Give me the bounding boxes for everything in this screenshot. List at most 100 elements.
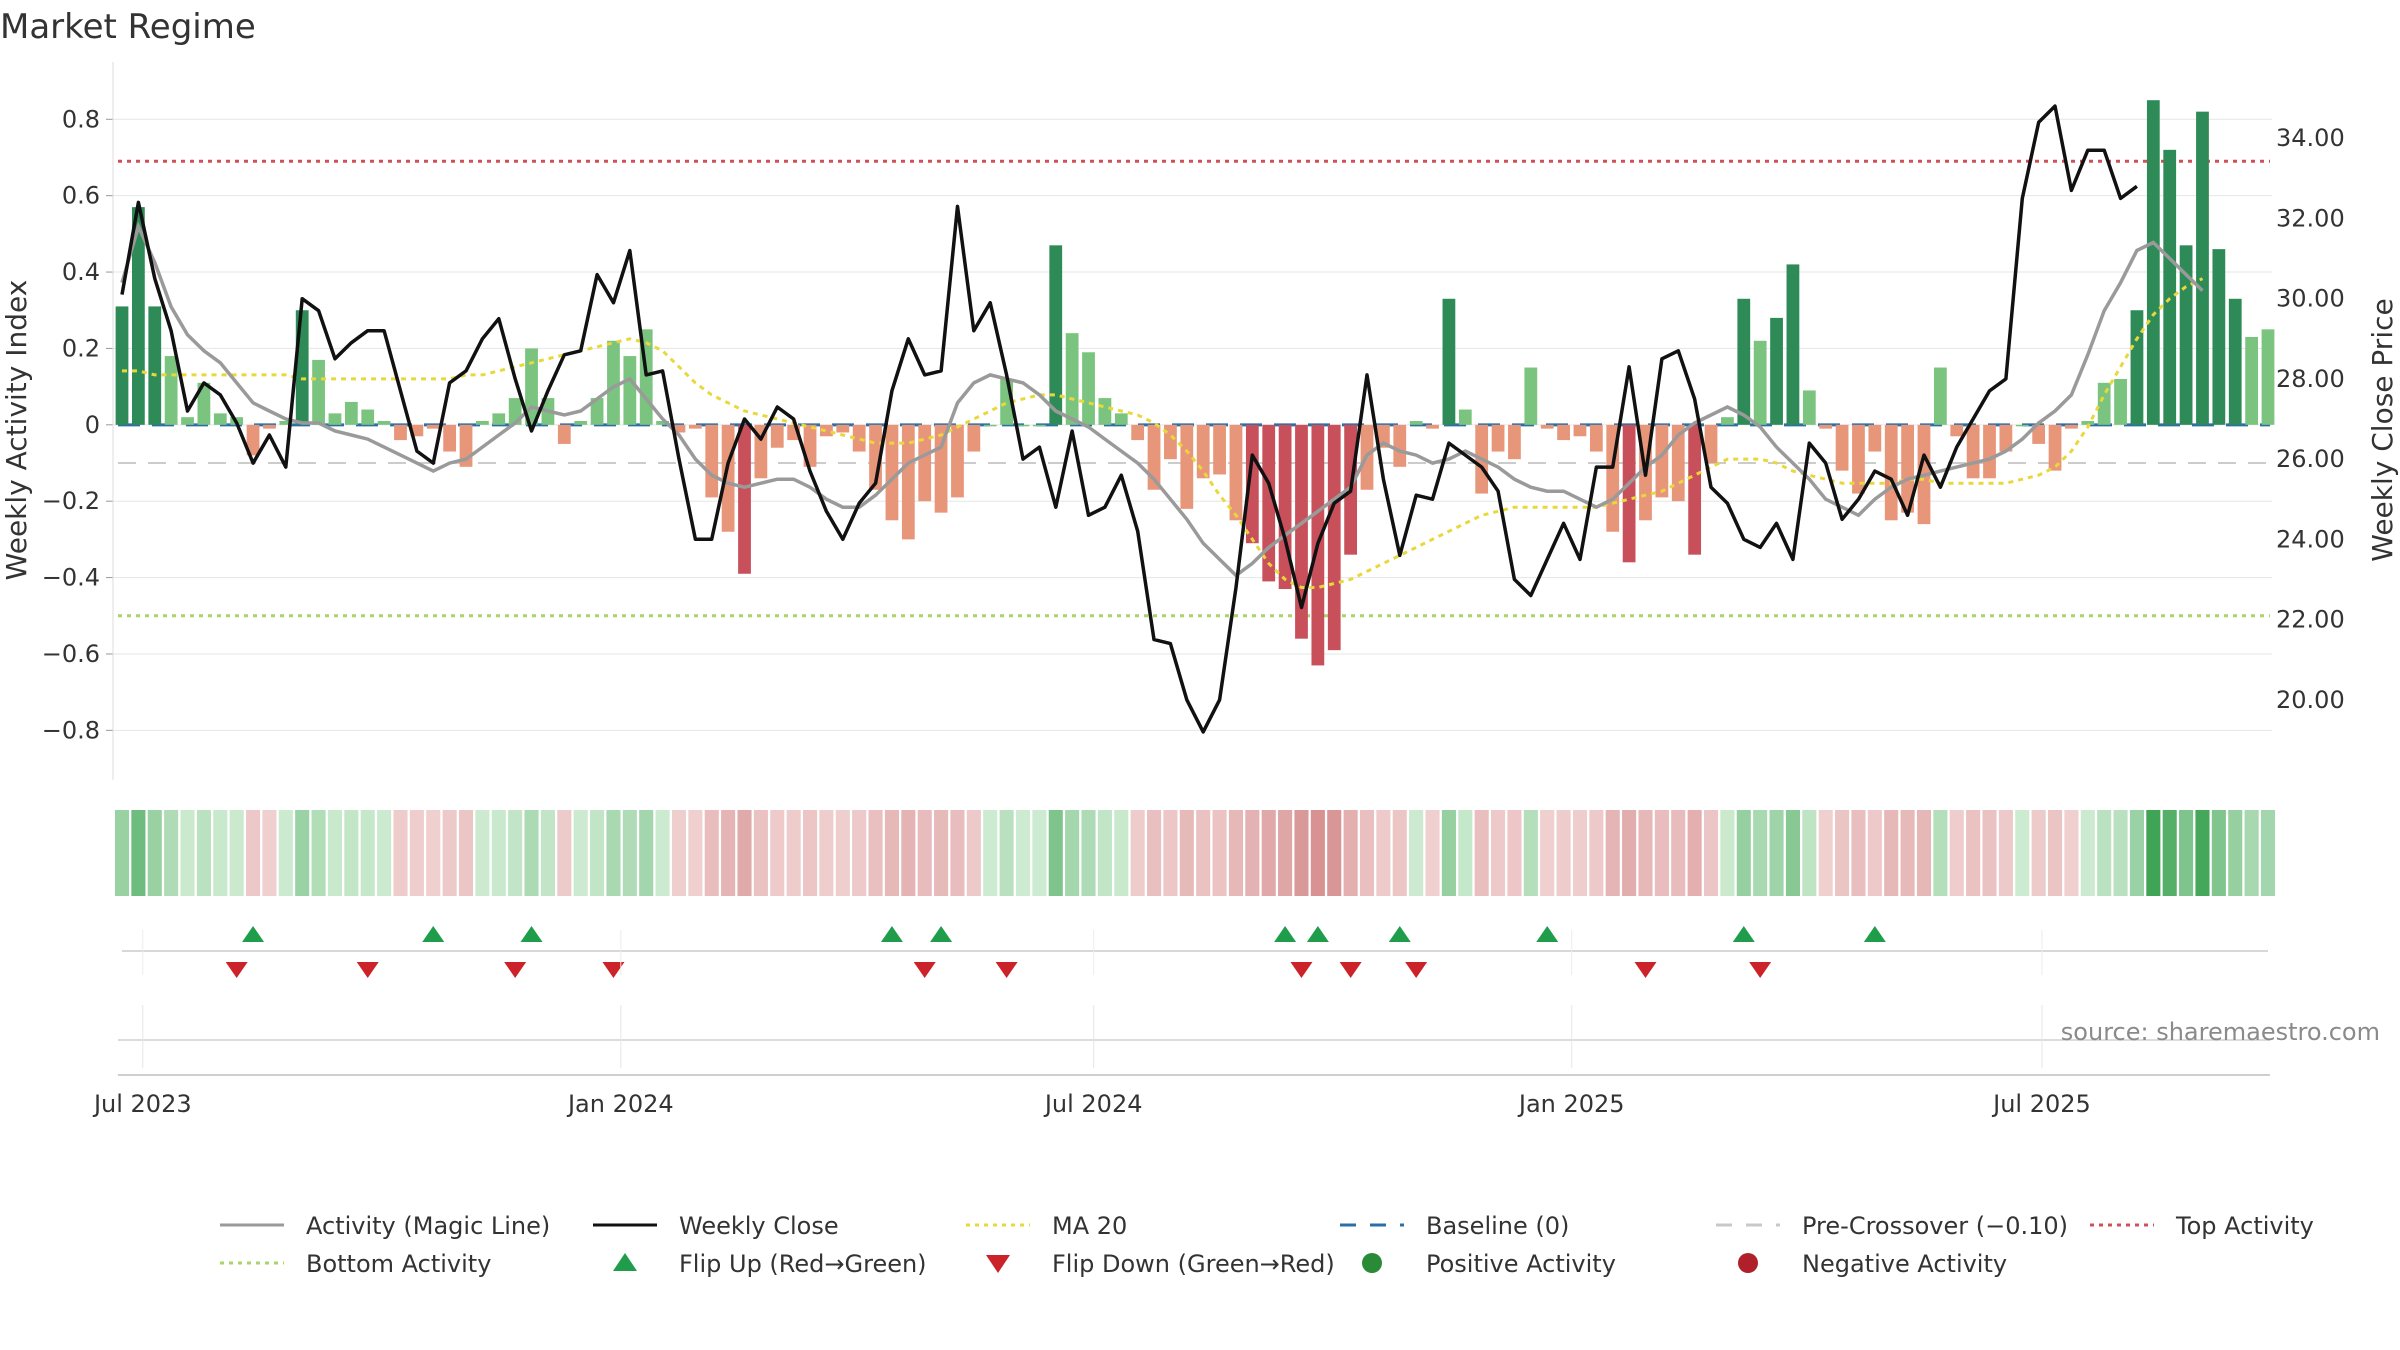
regime-band-cell [1687,810,1702,896]
regime-band [114,810,2276,896]
activity-bar [1868,424,1882,452]
regime-band-cell [1343,810,1358,896]
regime-band-cell [2129,810,2144,896]
activity-bar [1770,317,1783,425]
activity-bar [1852,424,1865,494]
activity-bar [197,382,211,425]
regime-band-cell [311,810,326,896]
activity-bar [1557,424,1570,441]
regime-band-cell [1572,810,1588,896]
flip-down-marker [1290,962,1313,978]
legend-item: Flip Down (Green→Red) [986,1250,1335,1278]
chart-title: Market Regime [0,7,256,47]
regime-band-cell [999,810,1014,896]
regime-band-cell [2080,810,2095,896]
regime-band-cell [360,810,375,896]
legend-item: Activity (Magic Line) [220,1212,550,1240]
activity-bar [1016,424,1030,427]
activity-bar [1901,424,1914,513]
activity-bar [148,306,162,425]
regime-band-cell [1441,810,1456,896]
activity-bar [656,421,669,425]
flip-up-marker [1388,926,1411,942]
activity-bar [1458,409,1472,425]
activity-bar [1262,424,1276,582]
legend-item: Positive Activity [1362,1250,1616,1278]
activity-bar [1164,424,1177,460]
regime-band-cell [1900,810,1915,896]
regime-band-cell [246,810,261,896]
regime-band-cell [2211,810,2226,896]
activity-bar [983,424,997,427]
regime-band-cell [835,810,850,896]
regime-band-cell [508,810,523,896]
activity-bar [623,356,637,425]
activity-bar [1753,340,1767,425]
regime-band-cell [344,810,359,896]
activity-bar [1721,417,1734,425]
activity-bar [344,401,358,425]
legend-item: Top Activity [2090,1212,2314,1240]
regime-band-cell [1802,810,1817,896]
activity-bar [1573,424,1587,437]
regime-band-cell [868,810,883,896]
left-axis-label: Weekly Activity Index [0,280,33,581]
activity-bar [1491,424,1505,452]
regime-band-cell [540,810,555,896]
flip-down-marker [1339,962,1362,978]
activity-bar [2228,298,2242,425]
left-axis-ticks: −0.8 −0.6 −0.4 −0.2 0 0.2 0.4 0.6 0.8 [42,105,113,744]
regime-band-cell [295,810,310,896]
left-tick-label: −0.2 [42,487,100,515]
regime-band-cell [180,810,195,896]
left-tick-label: 0.2 [62,334,100,362]
regime-band-cell [639,810,654,896]
legend-label: Negative Activity [1802,1250,2007,1278]
regime-band-cell [1884,810,1899,896]
legend-swatch [1738,1253,1758,1273]
regime-band-cell [131,810,146,896]
regime-band-cell [1998,810,2013,896]
x-axis: Jul 2023 Jan 2024 Jul 2024 Jan 2025 Jul 2025 [92,930,2270,1118]
regime-band-cell [1540,810,1555,896]
regime-band-cell [426,810,441,896]
activity-bar [1180,424,1194,509]
activity-bar [1819,424,1833,429]
flip-up-marker [1732,926,1755,942]
regime-band-cell [1228,810,1243,896]
flip-down-marker [225,962,248,978]
regime-band-cell [491,810,506,896]
regime-band-cell [590,810,605,896]
regime-band-cell [1015,810,1031,896]
x-tick-label: Jan 2024 [566,1090,674,1118]
regime-band-cell [164,810,179,896]
activity-bar [1377,424,1390,448]
activity-bar [1114,413,1128,425]
activity-bar [1540,424,1554,429]
activity-bar [525,348,538,425]
legend: Activity (Magic Line) Weekly Close MA 20 Ba… [220,1212,2314,1278]
activity-bar [2114,378,2127,425]
activity-bar [2261,329,2275,425]
legend-swatch [613,1253,637,1271]
regime-band-cell [196,810,211,896]
legend-label: Bottom Activity [306,1250,491,1278]
legend-item: Bottom Activity [220,1250,491,1278]
regime-band-cell [2244,810,2259,896]
regime-band-cell [671,810,687,896]
activity-bar [246,424,260,456]
flip-down-marker [1405,962,1428,978]
legend-label: Weekly Close [679,1212,839,1240]
regime-band-cell [2260,810,2276,896]
activity-bar [836,424,850,433]
activity-bar [590,398,604,425]
activity-bar [2146,100,2160,425]
activity-bar [1147,424,1161,490]
regime-band-cell [393,810,408,896]
regime-band-cell [1753,810,1768,896]
activity-bar [1999,424,2013,452]
regime-band-cell [1097,810,1112,896]
regime-band-cell [1163,810,1178,896]
activity-bar [607,340,620,425]
main-panel: −0.8 −0.6 −0.4 −0.2 0 0.2 0.4 0.6 0.8 20.00 22.00… [0,62,2399,780]
